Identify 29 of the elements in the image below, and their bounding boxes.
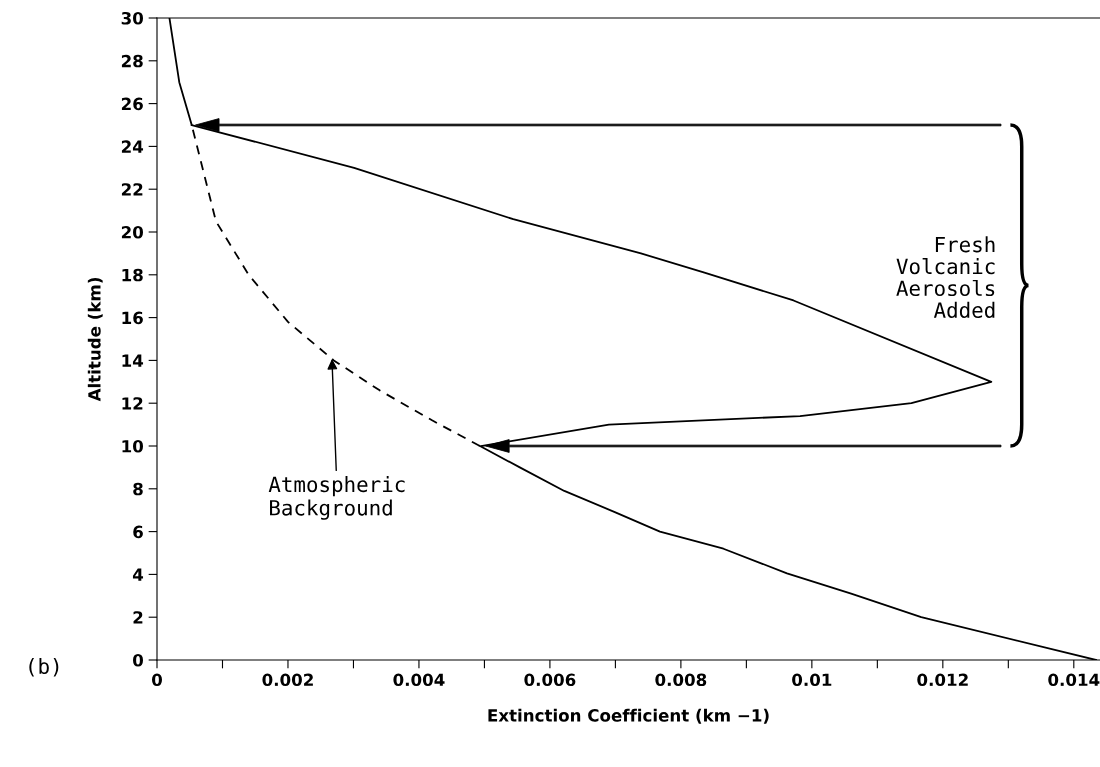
- x-tick-label: 0.008: [655, 673, 707, 687]
- x-tick-label: 0.012: [917, 673, 968, 687]
- y-tick-label: 24: [121, 140, 144, 153]
- x-tick-label: 0.006: [524, 673, 576, 687]
- y-tick-label: 4: [132, 568, 144, 581]
- y-axis-title: Altitude (km): [87, 278, 103, 402]
- y-tick-label: 2: [133, 611, 143, 624]
- annotation: Fresh Volcanic Aerosols Added: [896, 236, 995, 318]
- y-tick-label: 10: [122, 439, 144, 453]
- y-tick-label: 20: [121, 225, 144, 239]
- y-tick-label: 6: [133, 525, 143, 539]
- x-tick-label: 0: [152, 673, 162, 687]
- y-tick-label: 0: [133, 653, 144, 667]
- y-tick-label: 26: [121, 97, 143, 111]
- x-tick-label: 0.014: [1048, 673, 1100, 687]
- text: (b): [29, 657, 59, 677]
- y-tick-label: 16: [122, 311, 143, 325]
- x-axis-title: Extinction Coefficient (km −1): [488, 708, 769, 724]
- annotation: Atmospheric Background: [268, 476, 405, 520]
- x-tick-label: 0.004: [393, 673, 445, 687]
- y-tick-label: 14: [122, 354, 144, 367]
- x-tick-label: 0.002: [262, 673, 313, 687]
- y-tick-label: 28: [121, 54, 143, 68]
- y-tick-label: 18: [122, 268, 143, 282]
- y-tick-label: 12: [122, 397, 143, 410]
- y-tick-label: 30: [121, 11, 144, 25]
- y-tick-label: 8: [133, 482, 143, 496]
- x-tick-label: 0.01: [792, 673, 832, 687]
- y-tick-label: 22: [121, 183, 143, 196]
